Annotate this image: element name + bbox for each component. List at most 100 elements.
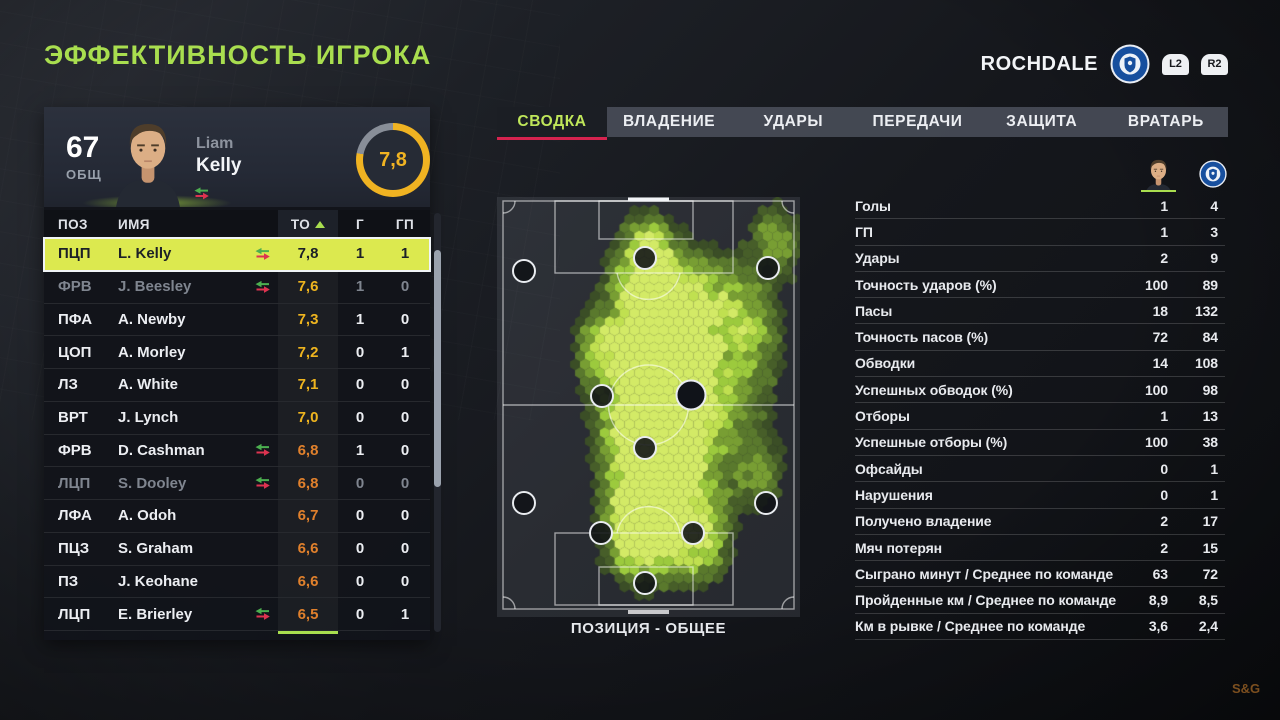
stat-row: Офсайды 0 1 [855, 456, 1225, 483]
page-title: ЭФФЕКТИВНОСТЬ ИГРОКА [44, 40, 432, 70]
table-row[interactable]: ФРВ D. Cashman 6,8 1 0 [44, 434, 430, 468]
table-row[interactable]: ЛЦП S. Dooley 6,8 0 0 [44, 467, 430, 500]
substitution-icon [255, 608, 270, 621]
stat-team-value: 17 [1202, 513, 1218, 530]
column-header-rating[interactable]: ТО [278, 210, 338, 238]
scrollbar-thumb[interactable] [434, 250, 441, 487]
stat-row: Мяч потерян 2 15 [855, 535, 1225, 562]
tab-2[interactable]: ВЛАДЕНИЕ [622, 113, 716, 130]
stat-row: Пасы 18 132 [855, 298, 1225, 325]
row-match-rating: 7,2 [278, 336, 338, 368]
tab-3[interactable]: УДАРЫ [763, 113, 824, 130]
row-player-name: D. Cashman [118, 442, 278, 459]
player-last-name: Kelly [196, 155, 242, 176]
stat-team-value: 2,4 [1198, 618, 1218, 635]
row-player-name: S. Dooley [118, 475, 278, 492]
row-goals: 1 [355, 310, 365, 328]
stat-row: Успешных обводок (%) 100 98 [855, 377, 1225, 404]
row-assists: 1 [400, 343, 410, 361]
row-player-name: A. Odoh [118, 507, 177, 525]
table-row[interactable]: ПЦП L. Kelly 7,8 1 1 [43, 237, 431, 272]
row-match-rating: 6,5 [278, 598, 338, 630]
stat-team-value: 38 [1202, 434, 1218, 451]
table-row[interactable]: ФРВ J. Beesley 7,6 1 0 [44, 270, 430, 304]
row-goals: 1 [355, 278, 365, 296]
tab-4[interactable]: ПЕРЕДАЧИ [872, 113, 963, 130]
row-match-rating: 7,0 [278, 401, 338, 434]
row-assists: 1 [400, 605, 410, 623]
substitution-icon [255, 247, 270, 260]
row-match-rating: 7,1 [278, 369, 338, 401]
row-assists: 0 [400, 376, 410, 394]
row-position: ЛЦП [58, 474, 91, 492]
row-goals: 0 [355, 474, 365, 492]
column-header-goals[interactable]: Г [355, 216, 365, 232]
table-row[interactable]: ЦОП A. Morley 7,2 0 1 [44, 336, 430, 369]
stats-rows: Голы 1 4 ГП 1 3 Удары 2 9 Точность ударов (%) 100 8… [855, 193, 1225, 641]
tab-1[interactable]: СВОДКА [497, 107, 607, 140]
row-player-name: A. White [118, 376, 178, 394]
stats-column-icons [855, 140, 1225, 193]
summary-stats-panel: Голы 1 4 ГП 1 3 Удары 2 9 Точность ударов (%) 100 8… [855, 140, 1225, 641]
row-player-name: E. Brierley [118, 606, 278, 623]
stat-player-value: 0 [1160, 486, 1168, 503]
row-position: ВРТ [58, 409, 88, 427]
stat-row: ГП 1 3 [855, 219, 1225, 246]
watermark: S&G [1232, 681, 1261, 696]
r2-shoulder-button-icon[interactable]: R2 [1201, 53, 1228, 75]
stat-row: Пройденные км / Среднее по команде 8,9 8,5 [855, 587, 1225, 614]
row-player-name: A. Newby [118, 310, 186, 328]
tab-5[interactable]: ЗАЩИТА [1006, 113, 1078, 130]
row-position: ПФА [58, 310, 93, 328]
stat-team-value: 13 [1202, 408, 1218, 425]
roster-body: ПЦП L. Kelly 7,8 1 1 ФРВ J. Beesley 7,6 1 0 ПФА A. … [43, 237, 431, 631]
stat-player-value: 2 [1160, 513, 1168, 530]
row-assists: 0 [400, 278, 410, 296]
stat-player-value: 2 [1160, 539, 1168, 556]
stat-player-value: 3,6 [1148, 618, 1168, 635]
player-position-marker [512, 259, 536, 283]
table-row[interactable]: ВРТ J. Lynch 7,0 0 0 [44, 401, 430, 435]
row-assists: 0 [400, 441, 410, 459]
player-position-marker [512, 491, 536, 515]
row-goals: 1 [355, 441, 365, 459]
overall-rating: 67 [66, 131, 100, 164]
row-assists: 0 [400, 572, 410, 590]
column-header-name[interactable]: ИМЯ [118, 216, 150, 232]
player-position-marker [633, 246, 657, 270]
l2-shoulder-button-icon[interactable]: L2 [1162, 53, 1189, 75]
stat-player-value: 18 [1152, 302, 1168, 319]
row-match-rating: 7,8 [297, 245, 319, 263]
player-photo [106, 115, 190, 207]
roster-scrollbar[interactable] [434, 213, 441, 632]
player-list-panel: 67 ОБЩ Liam Kelly 7,8 ПОЗ ИМЯ ТО Г ГП ПЦ… [43, 107, 431, 640]
table-row[interactable]: ПЦЗ S. Graham 6,6 0 0 [44, 532, 430, 566]
stat-team-value: 98 [1202, 381, 1218, 398]
table-row[interactable]: ПЗ J. Keohane 6,6 0 0 [44, 565, 430, 599]
substitution-icon [255, 477, 270, 490]
stat-team-value: 72 [1202, 565, 1218, 582]
stat-player-value: 1 [1160, 197, 1168, 214]
column-header-assists[interactable]: ГП [395, 216, 415, 232]
stat-row: Обводки 14 108 [855, 351, 1225, 378]
table-row[interactable]: ЛЗ A. White 7,1 0 0 [44, 369, 430, 402]
roster-table-header: ПОЗ ИМЯ ТО Г ГП [44, 210, 430, 238]
stat-team-value: 84 [1202, 329, 1218, 346]
row-position: ЛЗ [58, 376, 78, 394]
table-row[interactable]: ЛФА A. Odoh 6,7 0 0 [44, 500, 430, 533]
table-row[interactable]: ПФА A. Newby 7,3 1 0 [44, 303, 430, 337]
stat-player-value: 2 [1160, 250, 1168, 267]
player-position-marker [675, 379, 707, 411]
team-badge-icon [1110, 44, 1150, 84]
stat-team-value: 8,5 [1198, 592, 1218, 609]
stat-team-value: 132 [1194, 302, 1218, 319]
row-assists: 0 [400, 310, 410, 328]
row-position: ЛФА [58, 507, 92, 525]
row-assists: 0 [400, 540, 410, 558]
stat-player-value: 1 [1160, 223, 1168, 240]
table-row[interactable]: ЛЦП E. Brierley 6,5 0 1 [44, 598, 430, 631]
tab-6[interactable]: ВРАТАРЬ [1127, 113, 1204, 130]
row-position: ФРВ [58, 278, 92, 296]
column-header-pos[interactable]: ПОЗ [58, 216, 88, 232]
row-player-name: L. Kelly [118, 245, 278, 262]
